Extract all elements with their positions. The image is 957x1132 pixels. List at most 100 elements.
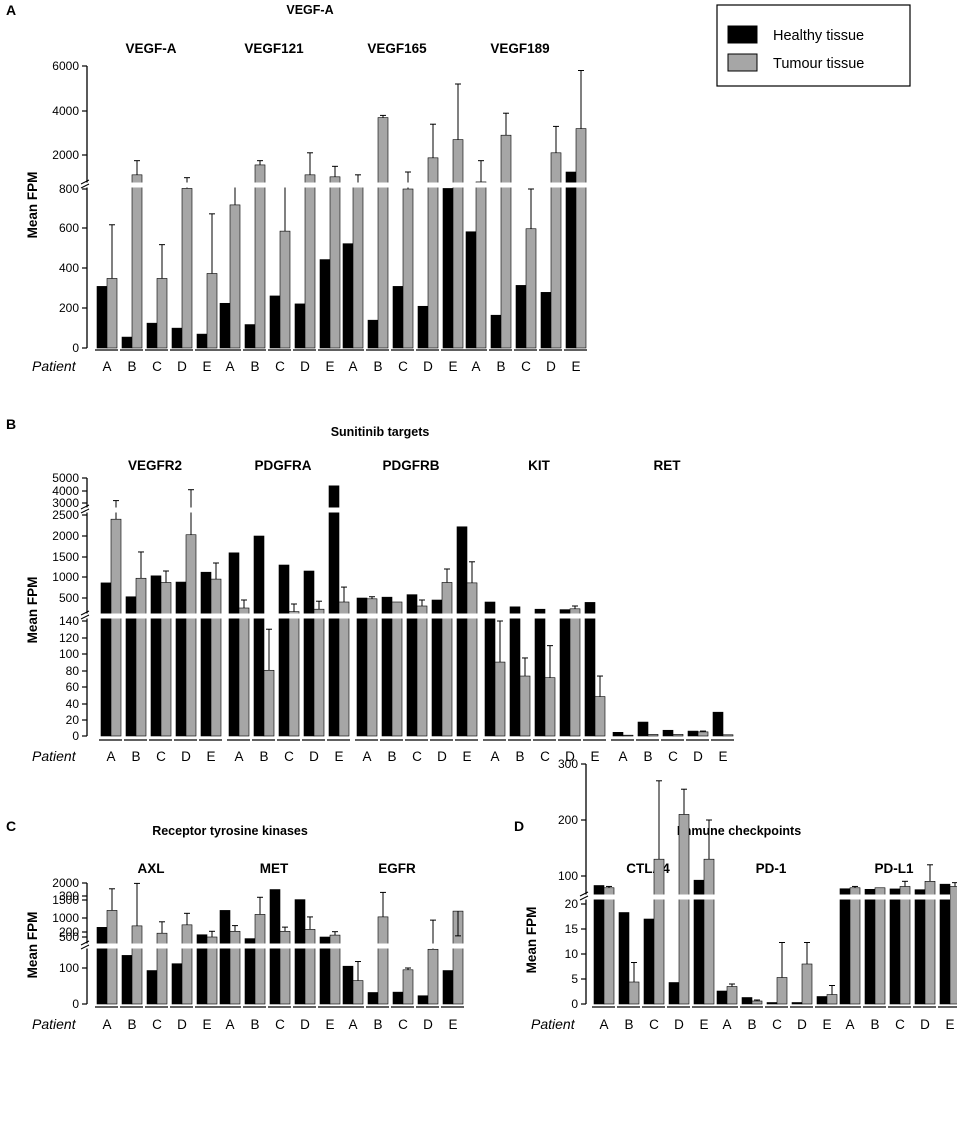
patient-letter: C [649,1017,659,1032]
axis-break-mark [80,614,90,620]
patient-letter: E [590,749,599,764]
y-tick-label: 100 [59,647,79,661]
bar-tumour [594,696,606,737]
patient-letter: A [348,359,357,374]
bar-healthy [741,997,753,1005]
bar-healthy [456,526,468,737]
panel-c-title: Receptor tyrosine kinases [152,824,308,838]
patient-letter: E [822,1017,831,1032]
bar-tumour [391,601,403,737]
patient-letter: D [423,359,433,374]
bar-healthy [939,883,951,1005]
bar-tumour [416,605,428,737]
patient-letter: E [448,359,457,374]
bar-healthy [219,302,231,349]
patient-letter: C [412,749,422,764]
y-tick-label: 600 [59,221,79,235]
bar-tumour [131,925,143,1005]
bar-tumour [678,814,690,1005]
y-tick-label: 200 [558,813,578,827]
y-tick-label: 20 [66,713,80,727]
patient-letter: B [259,749,268,764]
group-title-vegfr2: VEGFR2 [128,458,182,473]
bar-healthy [643,918,655,1005]
bar-healthy [816,996,828,1005]
bar-healthy [146,322,158,349]
bar-tumour [899,886,911,1005]
y-tick-label: 300 [558,757,578,771]
patient-letter: C [521,359,531,374]
y-tick-label: 1500 [52,550,79,564]
bar-tumour [279,930,291,1005]
patient-letter: C [156,749,166,764]
bar-tumour [653,858,665,1005]
bar-healthy [121,955,133,1005]
bar-tumour [525,228,537,349]
bar-tumour [603,887,615,1005]
bar-tumour [366,598,378,737]
bar-tumour [441,582,453,737]
bar-tumour [452,139,464,349]
bar-tumour [304,929,316,1005]
bar-healthy [766,1002,778,1005]
bar-tumour [494,661,506,737]
bar-tumour [229,204,241,349]
patient-letter: B [373,1017,382,1032]
y-axis-label: Mean FPM [25,577,40,644]
bar-tumour [238,607,250,737]
bar-tumour [338,601,350,737]
bar-healthy [392,286,404,349]
legend-label-tumour: Tumour tissue [773,56,864,72]
bar-tumour [106,910,118,1005]
patient-label: Patient [32,358,77,374]
bar-tumour [377,916,389,1005]
patient-label: Patient [531,1016,576,1032]
y-tick-label: 2000 [52,876,79,890]
group-title-kit: KIT [528,458,551,473]
panel-b-letter: B [6,416,16,432]
bar-healthy [465,231,477,349]
patient-letter: B [127,359,136,374]
bar-tumour [160,582,172,737]
bar-healthy [175,581,187,737]
y-tick-label: 140 [59,614,79,628]
patient-letter: B [127,1017,136,1032]
bar-tumour [206,273,218,349]
bar-healthy [342,243,354,349]
patient-letter: E [202,359,211,374]
axis-break-mark [80,940,90,946]
bar-healthy [228,552,240,737]
patient-letter: A [722,1017,731,1032]
bar-tumour [751,1000,763,1005]
patient-label: Patient [32,1016,77,1032]
patient-letter: B [747,1017,756,1032]
patient-letter: C [772,1017,782,1032]
y-tick-label: 100 [59,961,79,975]
patient-letter: D [920,1017,930,1032]
patient-label: Patient [32,748,77,764]
y-tick-label: 2500 [52,508,79,522]
patient-letter: A [348,1017,357,1032]
y-tick-label: 1500 [52,893,79,907]
bar-tumour [352,980,364,1005]
bar-healthy [515,285,527,349]
bar-tumour [776,977,788,1005]
y-tick-label: 5000 [52,471,79,485]
bar-healthy [637,721,649,737]
bar-healthy [171,327,183,349]
legend-swatch-healthy [727,25,758,44]
group-title-axl: AXL [138,861,165,876]
panel-a-letter: A [6,2,16,18]
bar-tumour [106,278,118,349]
bar-tumour [703,858,715,1005]
bar-healthy [244,324,256,349]
patient-letter: B [496,359,505,374]
group-title-vegf189: VEGF189 [490,41,549,56]
bar-healthy [417,995,429,1005]
bar-tumour [263,669,275,737]
patient-letter: D [674,1017,684,1032]
patient-letter: D [693,749,703,764]
group-title-pdgfrb: PDGFRB [383,458,440,473]
patient-letter: A [471,359,480,374]
bar-tumour [466,582,478,737]
